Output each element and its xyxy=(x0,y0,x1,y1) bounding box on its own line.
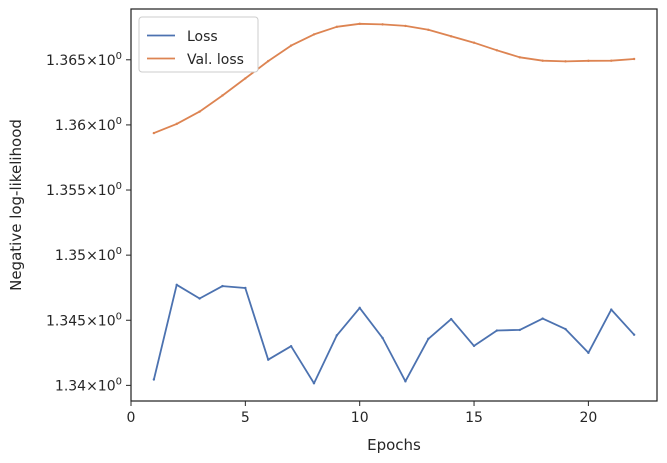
data-point xyxy=(175,122,178,126)
data-point xyxy=(381,23,384,26)
data-point xyxy=(289,344,293,348)
data-point xyxy=(610,59,613,62)
legend-label-val-loss: Val. loss xyxy=(187,52,244,68)
data-point xyxy=(587,59,590,63)
data-point xyxy=(198,110,201,113)
y-tick-label: 1.36×100 xyxy=(55,116,122,134)
data-point xyxy=(518,56,521,59)
data-point xyxy=(244,286,247,290)
x-axis-label: Epochs xyxy=(367,436,421,454)
data-point xyxy=(427,337,430,341)
plot-marks xyxy=(152,22,636,385)
data-point xyxy=(472,344,476,348)
data-point xyxy=(564,60,567,63)
data-point xyxy=(495,49,499,52)
data-point xyxy=(541,317,544,320)
data-point xyxy=(564,327,567,331)
x-tick-label: 5 xyxy=(241,410,250,426)
series-line-1 xyxy=(153,22,635,134)
data-point xyxy=(472,41,476,44)
data-point xyxy=(632,57,636,61)
data-point xyxy=(221,284,224,288)
data-point xyxy=(221,94,224,97)
x-tick-label: 10 xyxy=(351,410,369,426)
data-point xyxy=(427,28,430,32)
y-tick-label: 1.34×100 xyxy=(55,376,122,394)
data-point xyxy=(175,283,178,287)
data-point xyxy=(495,329,499,332)
series-line-0 xyxy=(153,283,635,385)
data-point xyxy=(335,25,339,29)
data-point xyxy=(198,297,201,300)
data-point xyxy=(610,308,613,311)
data-point xyxy=(449,317,453,321)
data-point xyxy=(289,44,293,47)
legend: Loss Val. loss xyxy=(138,16,259,73)
plot-frame xyxy=(130,8,658,402)
data-point xyxy=(587,351,590,355)
data-point xyxy=(541,59,544,62)
data-point xyxy=(267,59,270,63)
x-tick-label: 20 xyxy=(579,410,597,426)
data-point xyxy=(358,22,361,26)
legend-label-loss: Loss xyxy=(187,29,218,45)
x-tick-label: 0 xyxy=(127,410,136,426)
y-tick-label: 1.345×100 xyxy=(46,311,122,329)
y-tick-label: 1.35×100 xyxy=(55,246,122,264)
data-point xyxy=(312,33,316,36)
x-tick-label: 15 xyxy=(465,410,483,426)
y-axis-label: Negative log-likelihood xyxy=(7,119,25,291)
data-point xyxy=(312,382,316,385)
data-point xyxy=(152,378,156,381)
data-point xyxy=(358,306,361,310)
x-axis-ticks: 0 5 10 15 20 xyxy=(127,401,597,426)
data-point xyxy=(152,131,156,135)
data-point xyxy=(244,77,247,80)
y-tick-label: 1.355×100 xyxy=(46,181,122,199)
data-point xyxy=(518,328,521,332)
y-axis-ticks: 1.34×100 1.345×100 1.35×100 1.355×100 1.36×1… xyxy=(46,51,131,394)
data-point xyxy=(449,35,453,38)
data-point xyxy=(381,336,384,340)
data-point xyxy=(632,333,636,336)
data-point xyxy=(404,380,407,383)
data-point xyxy=(267,358,270,361)
y-tick-label: 1.365×100 xyxy=(46,51,122,69)
data-point xyxy=(335,334,339,337)
data-point xyxy=(404,24,407,28)
